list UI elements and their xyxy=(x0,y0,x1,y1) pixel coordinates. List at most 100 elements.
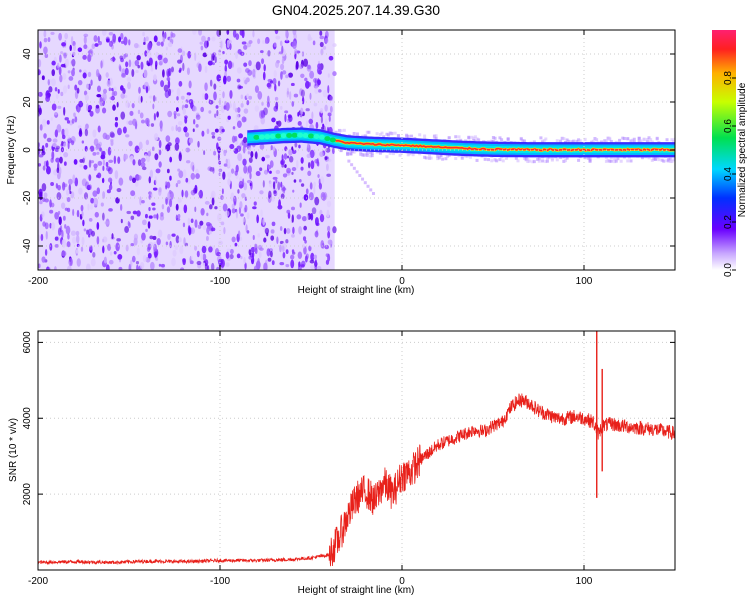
noise-speckle xyxy=(285,74,289,79)
noise-speckle xyxy=(248,249,252,256)
noise-speckle xyxy=(124,67,129,76)
ridge-halo xyxy=(621,136,625,140)
noise-speckle xyxy=(169,198,173,208)
noise-speckle xyxy=(314,259,317,267)
noise-speckle xyxy=(221,188,224,195)
noise-speckle xyxy=(120,40,125,44)
noise-speckle xyxy=(222,91,225,99)
noise-speckle xyxy=(139,112,144,119)
ridge-halo xyxy=(444,157,448,161)
noise-speckle xyxy=(170,66,174,73)
noise-speckle xyxy=(274,30,279,35)
noise-speckle xyxy=(366,184,370,188)
ridge-halo xyxy=(432,135,436,139)
noise-speckle xyxy=(266,82,271,88)
noise-speckle xyxy=(319,214,325,223)
noise-speckle xyxy=(299,63,304,70)
colorbar-tick-label: 0.2 xyxy=(723,215,734,229)
noise-speckle xyxy=(252,68,256,78)
noise-speckle xyxy=(147,42,152,51)
noise-speckle xyxy=(200,207,205,216)
y-tick-label: 2000 xyxy=(22,483,33,506)
ridge-band-inner xyxy=(247,131,675,154)
noise-speckle xyxy=(108,159,114,163)
ridge-halo xyxy=(398,153,402,157)
ridge-halo xyxy=(645,137,649,141)
ridge-halo xyxy=(647,156,651,160)
ridge-halo xyxy=(541,159,545,163)
noise-speckle xyxy=(111,233,114,239)
noise-speckle xyxy=(267,164,272,170)
noise-speckle xyxy=(226,75,232,82)
noise-speckle xyxy=(154,175,158,185)
ridge-halo xyxy=(423,155,427,159)
noise-speckle xyxy=(231,208,236,214)
noise-speckle xyxy=(293,179,297,183)
noise-speckle xyxy=(199,220,204,226)
ridge-halo xyxy=(454,135,458,139)
noise-speckle xyxy=(175,235,180,244)
noise-speckle xyxy=(47,79,50,86)
noise-speckle xyxy=(171,126,175,132)
noise-speckle xyxy=(38,163,42,167)
noise-speckle xyxy=(235,113,240,122)
noise-speckle xyxy=(45,166,51,175)
noise-speckle xyxy=(38,107,42,115)
noise-speckle xyxy=(133,233,139,241)
noise-speckle xyxy=(114,170,119,180)
noise-speckle xyxy=(107,177,113,183)
ridge-halo xyxy=(382,135,386,139)
ridge-halo xyxy=(506,138,510,142)
noise-speckle xyxy=(88,174,92,181)
noise-speckle xyxy=(92,129,97,138)
noise-speckle xyxy=(109,251,113,256)
ridge-halo xyxy=(673,157,675,161)
noise-speckle xyxy=(155,51,159,58)
ridge-halo xyxy=(647,136,651,140)
ridge-halo xyxy=(410,134,414,138)
noise-speckle xyxy=(135,69,139,74)
noise-speckle xyxy=(182,258,186,266)
noise-speckle xyxy=(160,263,166,268)
noise-speckle xyxy=(319,35,325,40)
noise-speckle xyxy=(145,139,150,146)
noise-speckle xyxy=(302,236,307,241)
noise-speckle xyxy=(159,214,165,221)
noise-speckle xyxy=(171,257,176,267)
ridge-halo xyxy=(604,139,608,143)
noise-speckle xyxy=(168,67,172,77)
noise-speckle xyxy=(261,101,264,106)
noise-speckle xyxy=(236,67,242,74)
noise-speckle xyxy=(102,245,105,254)
noise-speckle xyxy=(63,106,66,116)
ridge-halo xyxy=(519,137,523,141)
noise-speckle xyxy=(195,168,199,175)
noise-speckle xyxy=(247,165,252,174)
noise-speckle xyxy=(157,229,163,238)
noise-speckle xyxy=(238,85,244,89)
noise-speckle xyxy=(45,160,49,168)
noise-speckle xyxy=(136,55,141,61)
noise-speckle xyxy=(152,207,156,211)
noise-speckle xyxy=(280,105,283,110)
noise-speckle xyxy=(244,262,247,270)
spectrogram-x-ticks: -200 -100 0 100 xyxy=(28,30,593,287)
ridge-halo xyxy=(606,158,610,162)
noise-speckle xyxy=(62,73,67,81)
noise-speckle xyxy=(88,217,93,222)
x-tick-label: -200 xyxy=(28,576,48,587)
noise-speckle xyxy=(119,203,123,211)
noise-speckle xyxy=(102,165,105,172)
noise-speckle xyxy=(52,142,57,148)
noise-speckle xyxy=(211,227,216,232)
noise-speckle xyxy=(54,236,59,241)
ridge-halo xyxy=(608,159,612,163)
noise-speckle xyxy=(94,43,99,47)
noise-speckle xyxy=(59,156,63,164)
noise-speckle xyxy=(102,132,108,140)
noise-speckle xyxy=(44,53,49,59)
noise-speckle xyxy=(54,243,59,248)
noise-speckle xyxy=(51,69,56,77)
ridge-halo xyxy=(434,136,438,140)
noise-speckle xyxy=(306,153,311,159)
